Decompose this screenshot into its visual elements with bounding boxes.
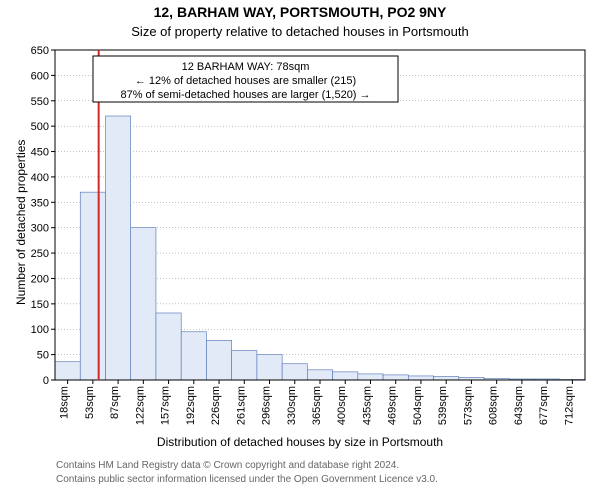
svg-text:300: 300: [31, 223, 49, 235]
svg-text:539sqm: 539sqm: [437, 386, 449, 425]
bar: [156, 313, 181, 380]
bar: [383, 375, 408, 380]
y-ticks: 0 50 100 150 200 250 300 350 400 450 500 550 600 650: [31, 45, 55, 387]
bar: [307, 370, 332, 380]
chart-svg: 0 50 100 150 200 250 300 350 400 450 500 550 600 650 1…: [0, 0, 600, 500]
svg-text:226sqm: 226sqm: [210, 386, 222, 425]
bars: [55, 116, 585, 380]
svg-text:250: 250: [31, 248, 49, 260]
bar: [257, 355, 282, 380]
bar: [434, 376, 459, 380]
svg-text:330sqm: 330sqm: [286, 386, 298, 425]
svg-text:504sqm: 504sqm: [412, 386, 424, 425]
bar: [80, 192, 105, 380]
svg-text:677sqm: 677sqm: [538, 386, 550, 425]
bar: [105, 116, 130, 380]
annotation-text: 12 BARHAM WAY: 78sqm: [182, 61, 310, 73]
bar: [333, 372, 358, 380]
bar: [408, 376, 433, 380]
bar: [232, 351, 257, 380]
svg-text:53sqm: 53sqm: [84, 386, 96, 419]
bar: [131, 228, 156, 380]
x-ticks: 18sqm 53sqm 87sqm 122sqm 157sqm 192sqm 226sqm 2…: [59, 380, 576, 425]
svg-text:365sqm: 365sqm: [311, 386, 323, 425]
svg-text:296sqm: 296sqm: [261, 386, 273, 425]
svg-text:50: 50: [37, 350, 49, 362]
svg-text:157sqm: 157sqm: [160, 386, 172, 425]
bar: [358, 374, 383, 380]
bar: [206, 340, 231, 380]
svg-text:400: 400: [31, 172, 49, 184]
svg-text:469sqm: 469sqm: [387, 386, 399, 425]
svg-text:650: 650: [31, 45, 49, 57]
svg-text:200: 200: [31, 273, 49, 285]
svg-text:100: 100: [31, 324, 49, 336]
svg-text:608sqm: 608sqm: [488, 386, 500, 425]
bar: [55, 362, 80, 380]
svg-text:150: 150: [31, 299, 49, 311]
svg-text:550: 550: [31, 96, 49, 108]
svg-text:400sqm: 400sqm: [336, 386, 348, 425]
chart-container: { "title": "12, BARHAM WAY, PORTSMOUTH, …: [0, 0, 600, 500]
svg-text:450: 450: [31, 147, 49, 159]
svg-text:435sqm: 435sqm: [361, 386, 373, 425]
svg-text:573sqm: 573sqm: [462, 386, 474, 425]
svg-text:600: 600: [31, 70, 49, 82]
svg-text:87sqm: 87sqm: [109, 386, 121, 419]
svg-text:350: 350: [31, 197, 49, 209]
bar: [181, 332, 206, 380]
annotation-text: ← 12% of detached houses are smaller (21…: [135, 75, 356, 87]
svg-text:500: 500: [31, 121, 49, 133]
svg-text:122sqm: 122sqm: [134, 386, 146, 425]
svg-text:712sqm: 712sqm: [563, 386, 575, 425]
svg-text:643sqm: 643sqm: [513, 386, 525, 425]
svg-text:192sqm: 192sqm: [185, 386, 197, 425]
annotation-text: 87% of semi-detached houses are larger (…: [120, 89, 370, 101]
svg-text:0: 0: [43, 375, 49, 387]
svg-text:18sqm: 18sqm: [59, 386, 71, 419]
bar: [282, 364, 307, 380]
svg-text:261sqm: 261sqm: [235, 386, 247, 425]
